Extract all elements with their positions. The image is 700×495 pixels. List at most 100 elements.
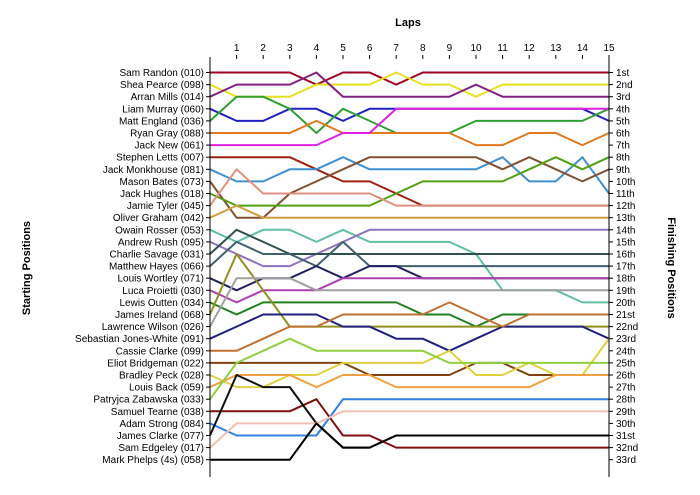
finishing-position-label: 33rd xyxy=(616,455,636,466)
finishing-position-label: 16th xyxy=(616,250,635,261)
starting-position-label: Jack New (061) xyxy=(135,141,204,152)
starting-position-label: James Ireland (068) xyxy=(115,310,204,321)
finishing-position-label: 1st xyxy=(616,68,630,79)
finishing-position-label: 13th xyxy=(616,213,635,224)
driver-line-25 xyxy=(210,361,609,376)
starting-position-label: Lewis Outten (034) xyxy=(120,298,205,309)
driver-line-23 xyxy=(209,313,610,352)
driver-line-16 xyxy=(209,228,609,255)
finishing-position-label: 9th xyxy=(616,165,630,176)
driver-line-26 xyxy=(209,338,610,389)
starting-position-label: Mason Bates (073) xyxy=(120,177,205,188)
driver-line-11 xyxy=(209,156,610,207)
finishing-position-label: 18th xyxy=(616,274,635,285)
series-layer xyxy=(209,71,610,461)
starting-position-label: Shea Pearce (098) xyxy=(120,80,204,91)
lap-label: 2 xyxy=(260,43,266,54)
driver-line-19 xyxy=(209,277,609,304)
starting-position-label: Matt England (036) xyxy=(119,116,204,127)
lap-label: 10 xyxy=(470,43,482,54)
starting-position-label: Andrew Rush (095) xyxy=(118,237,204,248)
finishing-position-label: 2nd xyxy=(616,80,633,91)
x-axis-title: Laps xyxy=(395,17,421,29)
starting-position-label: Eliot Bridgeman (022) xyxy=(107,358,204,369)
starting-position-label: Ryan Gray (088) xyxy=(130,129,204,140)
starting-position-label: James Clarke (077) xyxy=(117,431,204,442)
driver-line-12 xyxy=(209,168,609,207)
finishing-positions-title: Finishing Positions xyxy=(665,217,677,318)
finishing-position-label: 14th xyxy=(616,225,635,236)
finishing-position-label: 11th xyxy=(616,189,635,200)
starting-position-label: Luca Proietti (030) xyxy=(122,286,204,297)
starting-position-label: Oliver Graham (042) xyxy=(113,213,204,224)
driver-line-17 xyxy=(209,240,609,268)
finishing-position-label: 22nd xyxy=(616,322,638,333)
finishing-position-label: 29th xyxy=(616,407,635,418)
driver-line-28 xyxy=(209,337,609,400)
driver-line-6 xyxy=(210,119,610,147)
starting-position-label: Louis Back (059) xyxy=(129,383,204,394)
starting-position-label: Stephen Letts (007) xyxy=(116,153,204,164)
finishing-position-label: 10th xyxy=(616,177,635,188)
starting-position-label: Sam Edgeley (017) xyxy=(118,443,204,454)
driver-line-15 xyxy=(209,228,609,268)
starting-position-label: Lawrence Wilson (026) xyxy=(102,322,204,333)
starting-position-label: Matthew Hayes (066) xyxy=(109,262,204,273)
starting-position-label: Liam Murray (060) xyxy=(122,104,204,115)
finishing-position-label: 17th xyxy=(616,262,635,273)
driver-line-29 xyxy=(210,398,609,449)
finishing-position-label: 12th xyxy=(616,201,635,212)
driver-line-9 xyxy=(209,156,610,195)
lap-label: 7 xyxy=(393,43,399,54)
finishing-position-label: 23rd xyxy=(616,334,636,345)
lap-label: 3 xyxy=(287,43,293,54)
finishing-position-label: 15th xyxy=(616,237,635,248)
finishing-position-label: 3rd xyxy=(616,92,630,103)
finishing-position-label: 19th xyxy=(616,286,635,297)
starting-position-label: Louis Wortley (071) xyxy=(117,274,204,285)
finishing-position-label: 6th xyxy=(616,129,630,140)
starting-position-label: Patryjca Zabawska (033) xyxy=(93,395,204,406)
finishing-position-label: 25th xyxy=(616,358,635,369)
driver-line-7 xyxy=(210,107,609,147)
starting-position-label: Bradley Peck (028) xyxy=(119,371,204,382)
starting-position-label: Jack Monkhouse (081) xyxy=(103,165,204,176)
driver-line-30 xyxy=(209,398,609,437)
driver-line-32 xyxy=(209,410,609,449)
driver-line-24 xyxy=(210,301,609,352)
finishing-position-label: 27th xyxy=(616,383,635,394)
lap-label: 12 xyxy=(524,43,536,54)
finishing-position-label: 5th xyxy=(616,116,630,127)
starting-position-label: Jack Hughes (018) xyxy=(120,189,204,200)
driver-line-27 xyxy=(209,374,609,389)
lap-label: 13 xyxy=(550,43,562,54)
starting-positions-title: Starting Positions xyxy=(21,221,33,315)
driver-line-33 xyxy=(210,422,609,461)
starting-position-label: Sam Randon (010) xyxy=(120,68,205,79)
lap-label: 8 xyxy=(420,43,426,54)
lap-label: 6 xyxy=(367,43,373,54)
finishing-position-label: 31st xyxy=(616,431,635,442)
starting-position-label: Mark Phelps (4s) (058) xyxy=(102,455,204,466)
finishing-position-label: 8th xyxy=(616,153,630,164)
starting-position-label: Sebastian Jones-White (091) xyxy=(75,334,204,345)
driver-line-13 xyxy=(209,204,609,219)
driver-line-3 xyxy=(209,71,609,98)
starting-position-label: Adam Strong (084) xyxy=(120,419,205,430)
starting-position-label: Charlie Savage (031) xyxy=(110,250,205,261)
finishing-position-label: 21st xyxy=(616,310,635,321)
finishing-position-label: 7th xyxy=(616,141,630,152)
starting-position-label: Arran Mills (014) xyxy=(131,92,204,103)
driver-line-5 xyxy=(209,95,610,134)
finishing-position-label: 32nd xyxy=(616,443,638,454)
driver-line-2 xyxy=(209,71,609,98)
lap-label: 15 xyxy=(603,43,615,54)
starting-position-label: Owain Rosser (053) xyxy=(115,225,204,236)
driver-line-22 xyxy=(209,277,609,328)
finishing-position-label: 30th xyxy=(616,419,635,430)
driver-line-4 xyxy=(209,107,610,122)
finishing-position-label: 4th xyxy=(616,104,630,115)
finishing-position-label: 20th xyxy=(616,298,635,309)
